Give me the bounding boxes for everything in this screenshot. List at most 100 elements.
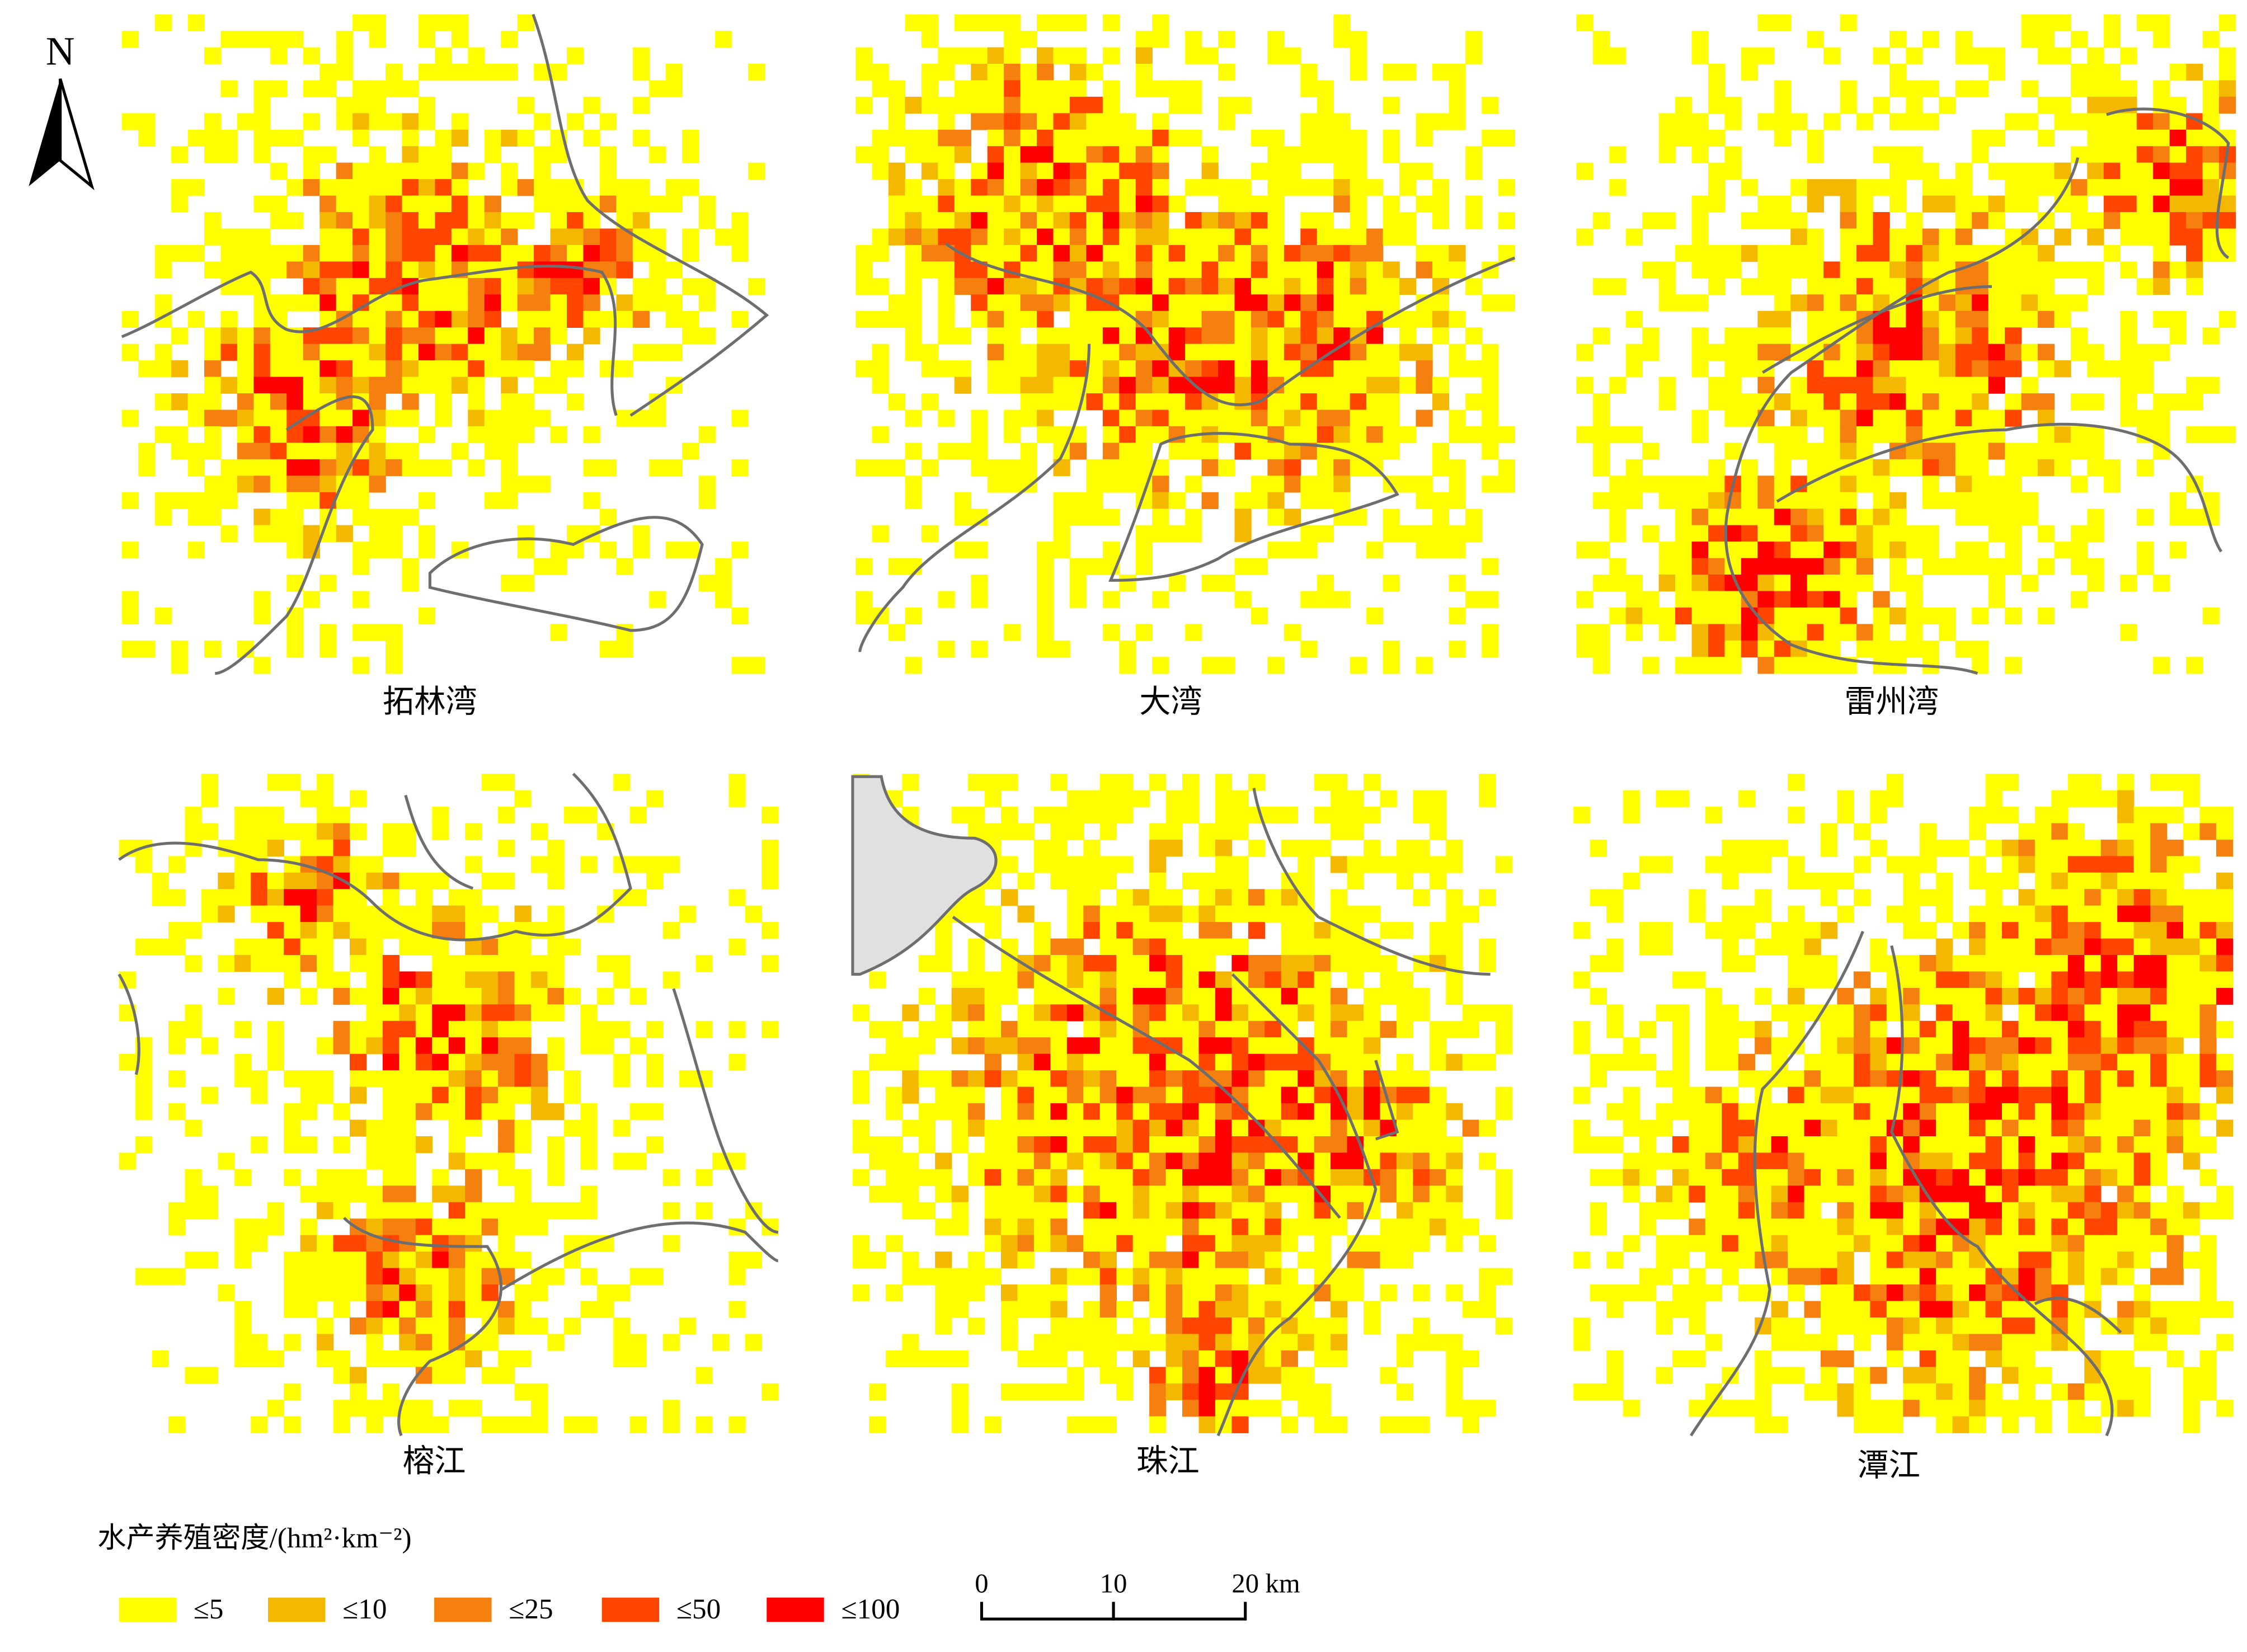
raster-cell — [1465, 146, 1483, 163]
raster-cell — [1969, 1037, 1986, 1055]
raster-cell — [349, 1268, 367, 1285]
raster-cell — [468, 228, 485, 246]
raster-cell — [888, 80, 906, 97]
raster-cell — [1672, 1169, 1690, 1187]
raster-cell — [563, 1416, 581, 1433]
raster-cell — [1807, 509, 1824, 526]
raster-cell — [501, 360, 518, 378]
raster-cell — [484, 212, 501, 229]
raster-cell — [1623, 1037, 1640, 1055]
raster-cell — [1281, 839, 1298, 857]
raster-cell — [201, 1367, 219, 1384]
raster-cell — [1936, 1004, 1953, 1022]
raster-cell — [399, 987, 416, 1005]
raster-cell — [1952, 1367, 1969, 1384]
raster-cell — [317, 971, 334, 989]
raster-cell — [451, 14, 469, 31]
raster-cell — [902, 1152, 919, 1170]
raster-cell — [1066, 806, 1084, 824]
raster-cell — [984, 1416, 1002, 1433]
raster-cell — [1201, 410, 1219, 427]
raster-cell — [1804, 1218, 1821, 1236]
raster-cell — [1446, 1383, 1463, 1401]
raster-cell — [284, 922, 301, 939]
raster-cell — [888, 310, 906, 328]
raster-cell — [1168, 410, 1186, 427]
raster-cell — [1873, 657, 1890, 674]
raster-cell — [2001, 1218, 2019, 1236]
raster-cell — [1182, 1086, 1200, 1104]
raster-cell — [468, 212, 485, 229]
raster-cell — [468, 376, 485, 394]
raster-cell — [872, 146, 889, 163]
raster-cell — [1498, 476, 1515, 493]
raster-cell — [234, 1235, 252, 1252]
raster-cell — [1790, 426, 1808, 444]
raster-cell — [1856, 410, 1874, 427]
raster-cell — [1185, 261, 1202, 279]
raster-cell — [300, 790, 317, 807]
raster-cell — [1399, 179, 1417, 196]
raster-cell — [902, 1037, 919, 1055]
raster-cell — [1215, 1350, 1233, 1368]
raster-cell — [300, 1136, 317, 1154]
raster-cell — [872, 310, 889, 328]
raster-cell — [1347, 1053, 1364, 1071]
raster-cell — [1573, 1334, 1591, 1351]
raster-cell — [885, 1152, 903, 1170]
raster-cell — [1333, 162, 1351, 180]
raster-cell — [1609, 476, 1627, 493]
raster-cell — [1350, 31, 1367, 48]
raster-cell — [1363, 839, 1381, 857]
raster-cell — [517, 575, 534, 592]
raster-cell — [465, 1185, 482, 1203]
raster-cell — [2169, 195, 2187, 213]
raster-cell — [1576, 426, 1593, 444]
raster-cell — [2087, 525, 2104, 542]
raster-cell — [1807, 624, 1824, 641]
raster-cell — [1840, 294, 1857, 312]
raster-cell — [665, 261, 683, 279]
raster-cell — [1823, 624, 1841, 641]
raster-cell — [1201, 376, 1219, 394]
raster-cell — [1840, 509, 1857, 526]
raster-cell — [303, 47, 320, 64]
raster-cell — [1004, 80, 1021, 97]
raster-cell — [1903, 1383, 1920, 1401]
raster-cell — [872, 277, 889, 295]
raster-cell — [2103, 80, 2121, 97]
raster-cell — [1020, 294, 1037, 312]
raster-cell — [1903, 1053, 1920, 1071]
raster-cell — [2087, 146, 2104, 163]
raster-cell — [1856, 195, 1874, 213]
raster-cell — [366, 1020, 383, 1038]
raster-cell — [448, 1185, 466, 1203]
raster-cell — [121, 640, 139, 658]
raster-cell — [2136, 360, 2154, 378]
raster-cell — [1889, 277, 1907, 295]
raster-cell — [1788, 1185, 1805, 1203]
raster-cell — [135, 1268, 153, 1285]
raster-cell — [1234, 343, 1252, 361]
raster-cell — [905, 476, 922, 493]
raster-cell — [418, 212, 436, 229]
raster-cell — [1482, 294, 1499, 312]
raster-cell — [1675, 476, 1693, 493]
raster-cell — [1033, 1202, 1051, 1220]
raster-cell — [448, 889, 466, 906]
raster-cell — [234, 856, 252, 873]
raster-cell — [514, 1383, 532, 1401]
raster-cell — [187, 310, 205, 328]
raster-cell — [2005, 542, 2022, 559]
raster-cell — [1083, 839, 1101, 857]
raster-cell — [465, 823, 482, 840]
raster-cell — [349, 790, 367, 807]
raster-cell — [1658, 492, 1676, 509]
raster-cell — [352, 376, 370, 394]
raster-cell — [1969, 1053, 1986, 1071]
raster-cell — [1201, 244, 1219, 262]
raster-cell — [2021, 294, 2038, 312]
raster-cell — [616, 410, 633, 427]
raster-cell — [435, 129, 452, 147]
raster-cell — [432, 987, 449, 1005]
